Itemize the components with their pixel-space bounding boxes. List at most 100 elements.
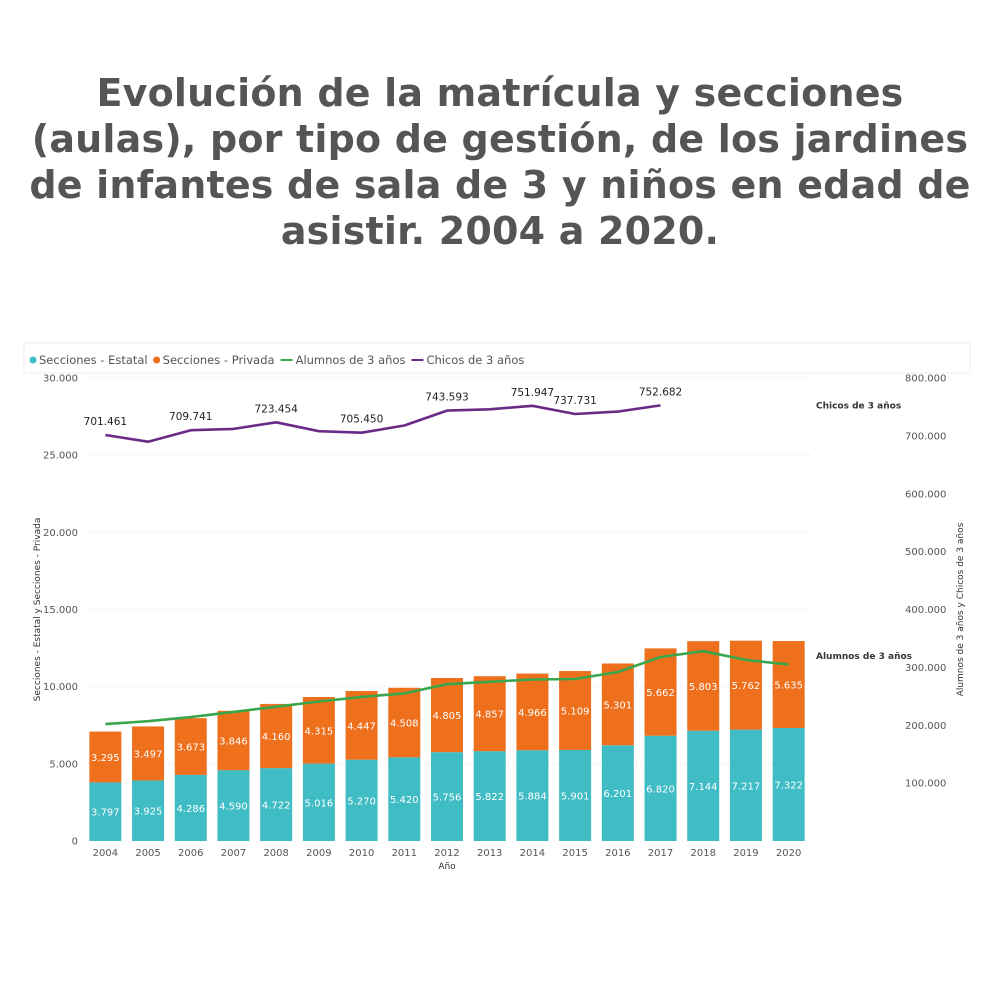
bar-label-privada: 4.805 xyxy=(433,711,462,722)
y-tick-label: 30.000 xyxy=(43,374,78,385)
bar-label-privada: 4.966 xyxy=(518,708,547,719)
bar-label-estatal: 5.822 xyxy=(475,792,504,803)
series-tag-alumnos: Alumnos de 3 años xyxy=(816,652,912,662)
bars xyxy=(89,640,805,841)
bar-estatal xyxy=(601,745,634,841)
bar-label-estatal: 3.797 xyxy=(91,808,120,819)
bar-label-estatal: 7.322 xyxy=(774,780,803,791)
x-tick-label: 2007 xyxy=(221,848,246,859)
y-tick-label: 20.000 xyxy=(43,528,78,539)
bar-label-estatal: 6.201 xyxy=(604,789,633,800)
series-tag-chicos: Chicos de 3 años xyxy=(816,401,901,411)
bar-label-estatal: 5.884 xyxy=(518,792,547,803)
y-right-tick-label: 700.000 xyxy=(905,431,946,442)
bar-label-privada: 4.508 xyxy=(390,719,419,730)
y-tick-label: 15.000 xyxy=(43,605,78,616)
x-tick-label: 2013 xyxy=(477,848,502,859)
bar-privada xyxy=(388,687,421,758)
bar-privada xyxy=(89,731,122,783)
bar-privada xyxy=(772,641,805,728)
bar-label-privada: 5.762 xyxy=(732,681,761,692)
legend-label: Secciones - Estatal xyxy=(39,353,148,367)
data-labels: 3.797 3.295 3.925 3.497 4.286 3.673 4.590 3.846… xyxy=(84,386,912,818)
bar-privada xyxy=(644,648,677,736)
y-axis-title: Secciones - Estatal y Secciones - Privad… xyxy=(33,518,43,702)
x-tick-label: 2010 xyxy=(349,848,374,859)
x-tick-label: 2008 xyxy=(263,848,288,859)
bar-estatal xyxy=(302,763,335,841)
chicos-point-label: 723.454 xyxy=(254,403,298,415)
bar-label-estatal: 5.420 xyxy=(390,795,419,806)
bar-estatal xyxy=(729,729,762,841)
bar-label-estatal: 5.270 xyxy=(347,796,376,807)
bar-privada xyxy=(302,696,335,764)
bar-label-privada: 4.315 xyxy=(305,726,334,737)
chicos-point-label: 752.682 xyxy=(639,386,682,398)
bar-label-privada: 5.301 xyxy=(604,700,633,711)
x-tick-label: 2012 xyxy=(434,848,459,859)
x-tick-label: 2006 xyxy=(178,848,203,859)
x-tick-label: 2017 xyxy=(648,848,673,859)
axes: 0 5.000 10.000 15.000 20.000 25.000 30.000 100.… xyxy=(33,374,966,873)
x-tick-label: 2019 xyxy=(733,848,758,859)
legend-frame xyxy=(23,342,971,374)
legend-marker xyxy=(153,356,161,364)
line-alumnos xyxy=(105,649,789,726)
bar-label-privada: 4.447 xyxy=(347,721,376,732)
bar-estatal xyxy=(174,774,207,841)
bar-estatal xyxy=(559,749,592,841)
legend-label: Chicos de 3 años xyxy=(426,353,524,367)
y-right-tick-label: 500.000 xyxy=(905,547,946,558)
bar-privada xyxy=(174,718,207,775)
y-tick-label: 5.000 xyxy=(49,759,78,770)
bar-label-estatal: 4.722 xyxy=(262,801,291,812)
y-tick-label: 0 xyxy=(72,837,78,848)
chicos-point-label: 751.947 xyxy=(511,387,554,399)
y-right-tick-label: 100.000 xyxy=(905,779,946,790)
bar-label-privada: 5.803 xyxy=(689,682,718,693)
bar-label-estatal: 4.590 xyxy=(219,802,248,813)
bar-privada xyxy=(132,726,165,781)
bar-privada xyxy=(345,691,378,760)
bar-label-estatal: 3.925 xyxy=(134,807,163,818)
x-tick-label: 2005 xyxy=(135,848,160,859)
bar-privada xyxy=(559,671,592,750)
bar-label-estatal: 7.144 xyxy=(689,782,718,793)
bar-label-privada: 3.673 xyxy=(176,743,205,754)
y-right-tick-label: 400.000 xyxy=(905,605,946,616)
x-tick-label: 2004 xyxy=(93,848,118,859)
x-tick-label: 2016 xyxy=(605,848,630,859)
y-right-axis-title: Alumnos de 3 años y Chicos de 3 años xyxy=(956,522,966,696)
x-tick-label: 2014 xyxy=(520,848,545,859)
x-axis-title: Año xyxy=(438,862,456,872)
line-chicos xyxy=(105,404,661,444)
legend-label: Alumnos de 3 años xyxy=(296,353,406,367)
bar-privada xyxy=(601,663,634,746)
chicos-point-label: 709.741 xyxy=(169,411,212,423)
y-right-tick-label: 200.000 xyxy=(905,721,946,732)
lines xyxy=(105,404,789,726)
bar-privada xyxy=(260,703,293,769)
y-right-tick-label: 800.000 xyxy=(905,374,946,385)
bar-label-estatal: 4.286 xyxy=(176,804,205,815)
bar-privada xyxy=(473,676,506,752)
bar-estatal xyxy=(217,770,250,841)
bar-privada xyxy=(217,710,250,771)
bar-estatal xyxy=(388,757,421,841)
bar-estatal xyxy=(516,750,549,841)
bar-label-privada: 5.662 xyxy=(646,688,675,699)
bar-estatal xyxy=(260,768,293,841)
bar-estatal xyxy=(772,727,805,841)
legend-marker xyxy=(29,356,37,364)
y-right-tick-label: 600.000 xyxy=(905,489,946,500)
chicos-point-label: 737.731 xyxy=(553,395,596,407)
bar-label-estatal: 5.016 xyxy=(305,798,334,809)
bar-label-privada: 3.497 xyxy=(134,749,163,760)
bar-label-privada: 3.846 xyxy=(219,736,248,747)
bar-label-estatal: 5.756 xyxy=(433,793,462,804)
bar-label-privada: 3.295 xyxy=(91,753,120,764)
bar-privada xyxy=(431,678,463,753)
bar-privada xyxy=(687,641,720,731)
x-tick-label: 2009 xyxy=(306,848,331,859)
